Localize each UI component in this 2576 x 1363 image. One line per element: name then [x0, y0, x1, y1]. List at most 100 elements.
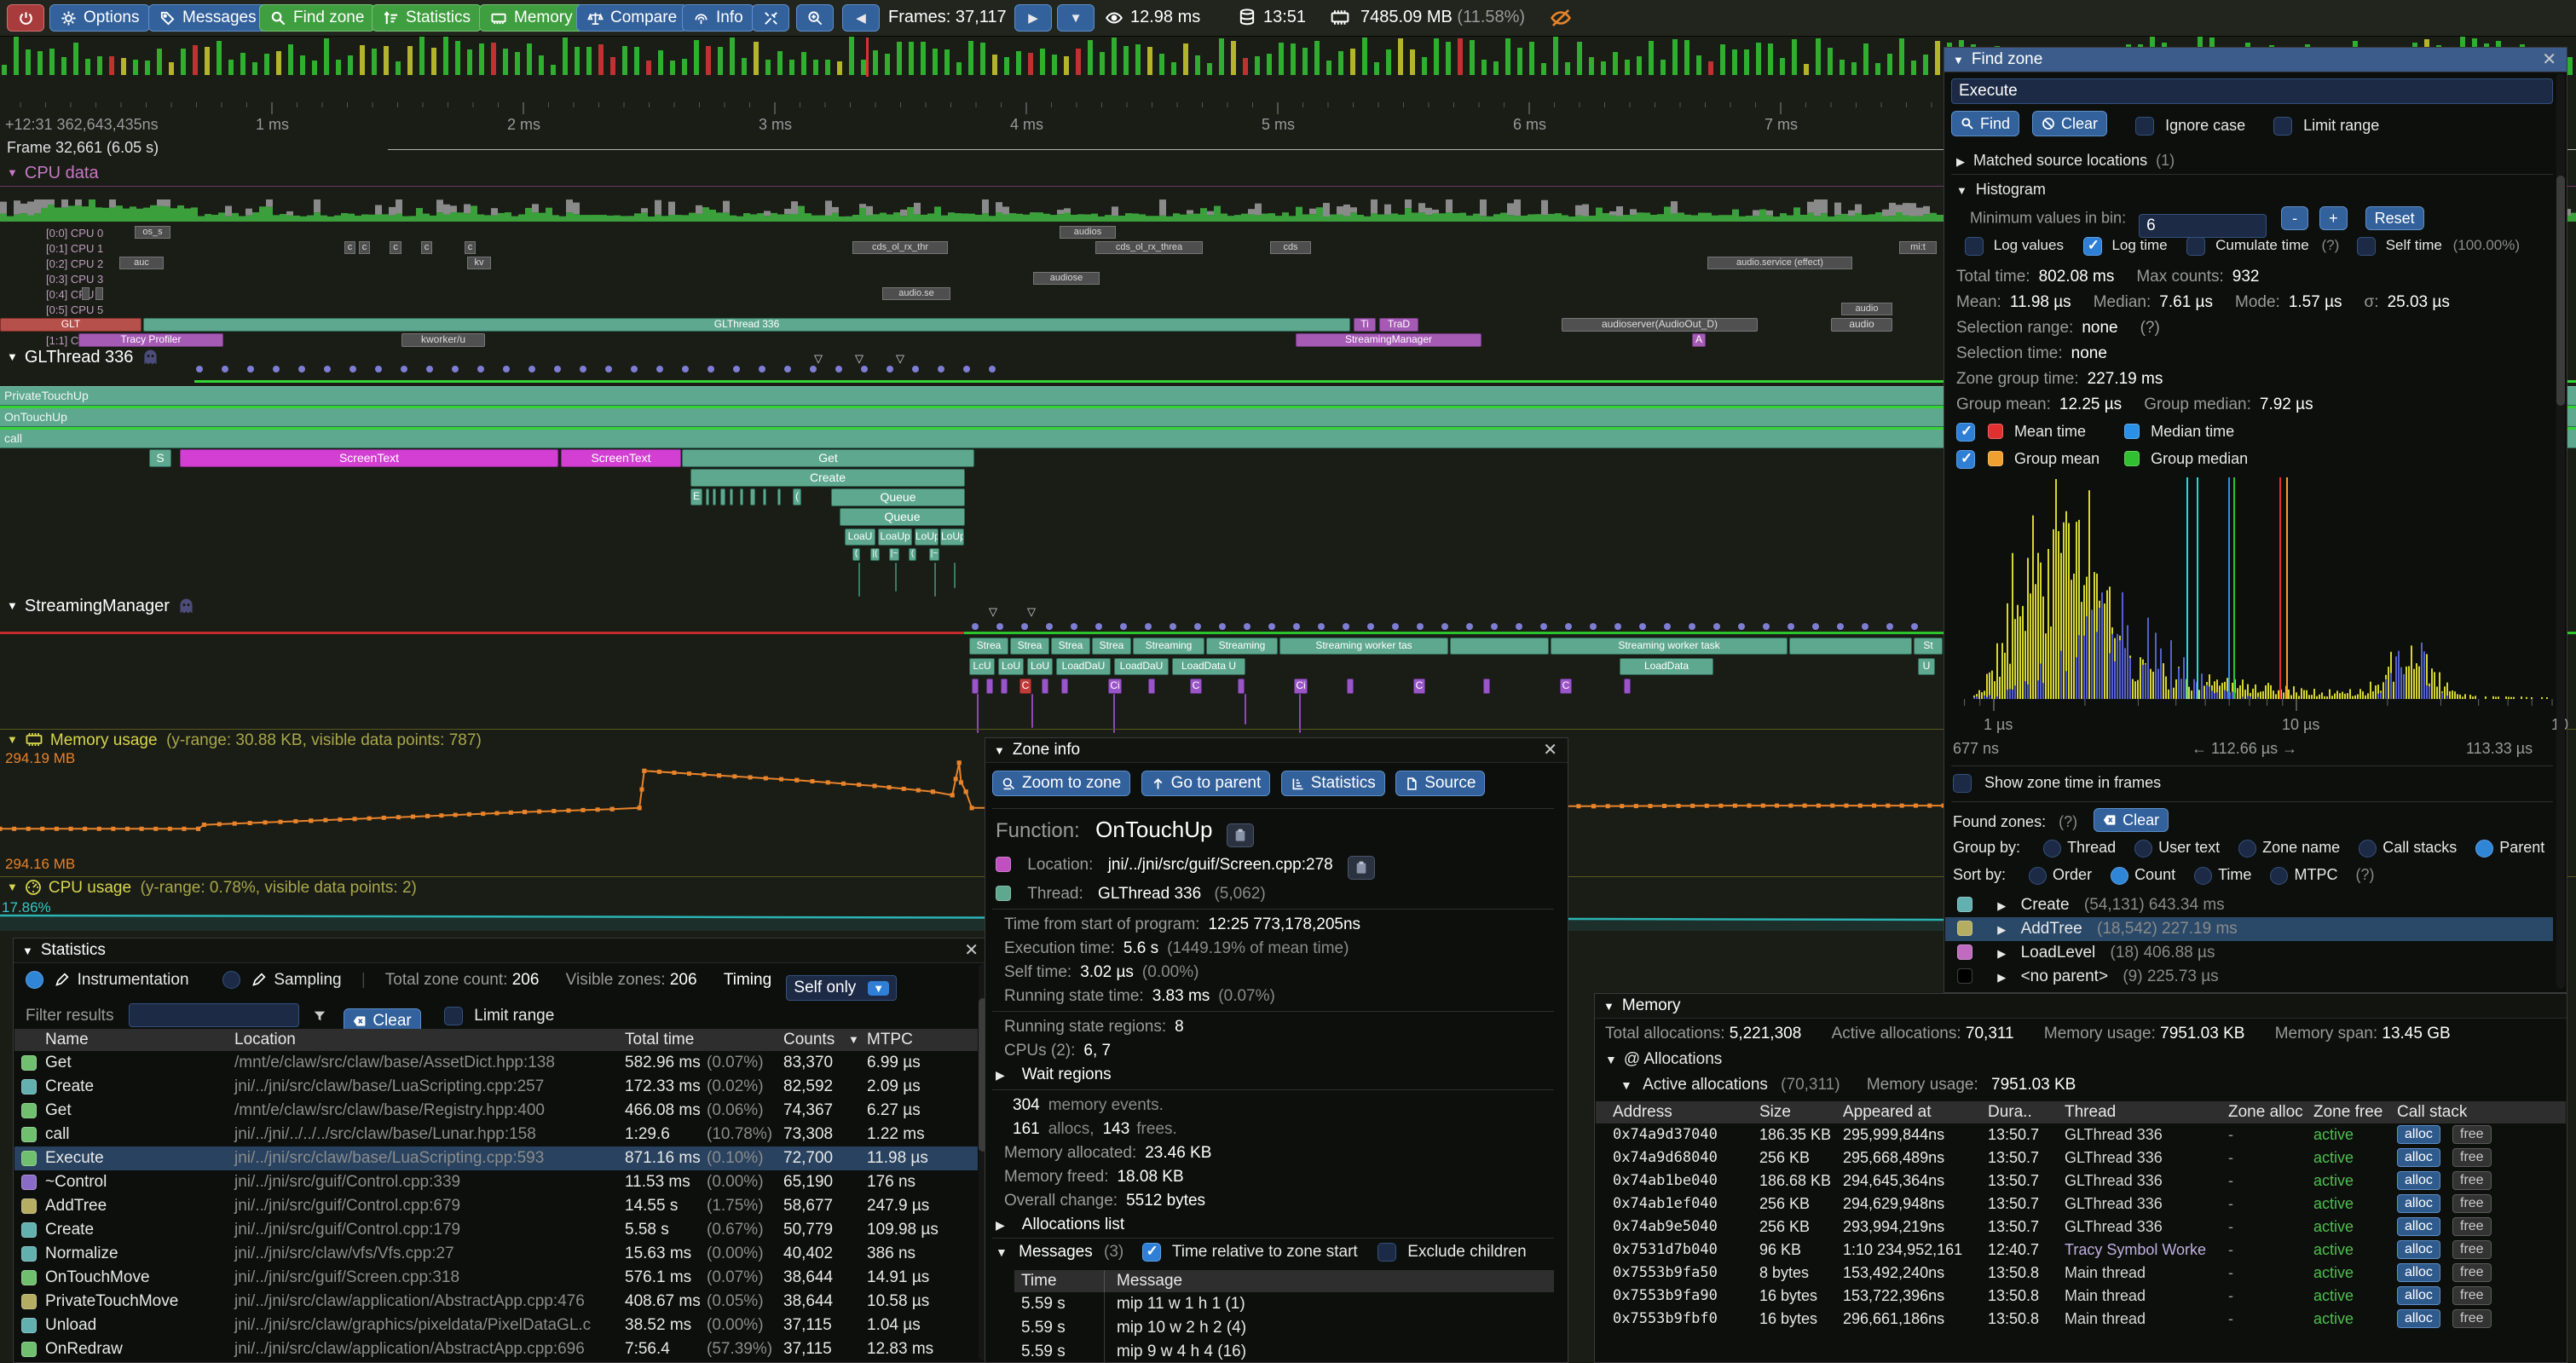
cpu-activity-box[interactable]: c — [390, 241, 401, 254]
clear-button[interactable]: Clear — [2032, 111, 2108, 136]
histogram-plot[interactable] — [1951, 477, 2553, 711]
zone-bar[interactable] — [1789, 638, 1912, 655]
zone-bar[interactable]: ScreenText — [561, 449, 681, 467]
allocation-row[interactable]: 0x74ab1be040 186.68 KB 294,645,364ns 13:… — [1596, 1170, 2566, 1193]
zone-bar[interactable]: ScreenText — [180, 449, 558, 467]
zone-bar[interactable]: LoU — [998, 658, 1024, 675]
statistics-button[interactable]: Statistics — [372, 4, 482, 32]
cpu-data-header[interactable]: ▼ CPU data — [7, 164, 99, 182]
memory-title-bar[interactable]: ▼ Memory — [1595, 994, 2567, 1019]
reset-button[interactable]: Reset — [2365, 206, 2424, 230]
statistics-title-bar[interactable]: ▼ Statistics ✕ — [14, 939, 989, 963]
zone-bar[interactable]: Strea — [1092, 638, 1131, 655]
cpu-thread-bar[interactable]: GLT — [0, 318, 142, 332]
memory-usage-header[interactable]: ▼ Memory usage (y-range: 30.88 KB, visibl… — [7, 731, 482, 749]
cpu-activity-box[interactable]: os_s — [135, 226, 170, 239]
zone-bar[interactable] — [977, 694, 979, 733]
found-zone-row[interactable]: ▶ LoadLevel (18) 406.88 µs — [1945, 941, 2553, 965]
zone-bar[interactable] — [1113, 694, 1115, 733]
free-callstack-badge[interactable]: free — [2452, 1309, 2492, 1328]
cpu-activity-box[interactable]: audios — [1060, 226, 1116, 239]
frame-dropdown-button[interactable]: ▼ — [1057, 4, 1095, 32]
funnel-icon[interactable] — [312, 1008, 327, 1024]
zone-bar[interactable]: C — [1190, 679, 1202, 694]
prev-frame-button[interactable]: ◀ — [842, 4, 880, 32]
free-callstack-badge[interactable]: free — [2452, 1263, 2492, 1282]
zone-bar[interactable]: Strea — [1010, 638, 1049, 655]
cpu-thread-bar[interactable]: Ti — [1354, 318, 1376, 332]
cpu-activity-box[interactable]: kv — [467, 257, 491, 269]
zone-bar[interactable] — [1238, 679, 1245, 694]
allocation-row[interactable]: 0x74ab1ef040 256 KB 294,629,948ns 13:50.… — [1596, 1193, 2566, 1216]
zone-bar[interactable] — [713, 488, 716, 505]
histogram-section[interactable]: ▼ Histogram — [1956, 181, 2046, 198]
zone-bar[interactable]: LoUp — [915, 528, 939, 546]
sampling-radio[interactable] — [222, 971, 240, 990]
copy-icon[interactable] — [1226, 823, 1254, 847]
cpu-activity-box[interactable]: c — [359, 241, 370, 254]
allocation-row[interactable]: 0x74a9d68040 256 KB 295,668,489ns 13:50.… — [1596, 1146, 2566, 1170]
group-mean-checkbox[interactable] — [1956, 450, 1975, 470]
statistics-table-row[interactable]: Unload jni/../jni/src/claw/graphics/pixe… — [14, 1314, 978, 1337]
cpu-thread-bar[interactable]: StreamingManager — [1296, 333, 1481, 347]
group-by-radio[interactable] — [2359, 839, 2377, 858]
zone-bar[interactable]: ( — [909, 548, 916, 561]
zone-bar[interactable]: LoU — [1027, 658, 1053, 675]
zone-bar[interactable]: Ci — [1294, 679, 1308, 694]
cpu-thread-bar[interactable]: kworker/u — [401, 333, 485, 347]
allocation-row[interactable]: 0x7531d7b040 96 KB 1:10 234,952,161 12:4… — [1596, 1239, 2566, 1262]
statistics-table-row[interactable]: Create jni/../jni/src/guif/Control.cpp:1… — [14, 1218, 978, 1242]
zone-marker-icon[interactable]: ▽ — [1027, 605, 1036, 618]
sort-by-radio[interactable] — [2111, 866, 2129, 885]
free-callstack-badge[interactable]: free — [2452, 1148, 2492, 1167]
zone-bar[interactable]: Streaming worker task — [1551, 638, 1788, 655]
zone-bar[interactable] — [954, 563, 956, 588]
log-values-checkbox[interactable] — [1965, 237, 1984, 256]
find-zone-button[interactable]: Find zone — [259, 4, 376, 32]
messages-button[interactable]: Messages — [148, 4, 268, 32]
cpu-activity-box[interactable]: c — [421, 241, 432, 254]
zone-bar[interactable]: Streaming worker tas — [1279, 638, 1448, 655]
message-row[interactable]: 5.59 s mip 11 w 1 h 1 (1) — [1014, 1292, 1554, 1316]
zone-bar[interactable]: E — [690, 488, 702, 505]
cpu-activity-box[interactable]: auc — [119, 257, 164, 269]
self-time-checkbox[interactable] — [2356, 237, 2376, 256]
zone-bar[interactable] — [777, 488, 781, 505]
statistics-table-row[interactable]: Get /mnt/e/claw/src/claw/base/AssetDict.… — [14, 1051, 978, 1075]
memory-table-header[interactable]: Address Size Appeared at Dura.. Thread Z… — [1596, 1101, 2566, 1123]
ignore-case-checkbox[interactable] — [2135, 117, 2155, 136]
group-by-radio[interactable] — [2134, 839, 2153, 858]
zone-bar[interactable]: U — [1918, 658, 1935, 675]
zone-bar[interactable] — [730, 488, 733, 505]
allocation-row[interactable]: 0x7553b9fa50 8 bytes 153,492,240ns 13:50… — [1596, 1262, 2566, 1285]
zone-bar[interactable] — [1042, 679, 1048, 694]
statistics-table-row[interactable]: AddTree jni/../jni/src/guif/Control.cpp:… — [14, 1194, 978, 1218]
cpu-activity-box[interactable]: mi:t — [1899, 241, 1937, 254]
cpu-activity-box[interactable] — [82, 287, 90, 300]
cpu-activity-box[interactable]: audio.service (effect) — [1707, 257, 1852, 269]
statistics-table-row[interactable]: PrivateTouchMove jni/../jni/src/claw/app… — [14, 1290, 978, 1314]
cumulate-time-checkbox[interactable] — [2186, 237, 2206, 256]
filter-input[interactable] — [128, 1003, 299, 1027]
zone-bar[interactable] — [1347, 679, 1354, 694]
alloc-callstack-badge[interactable]: alloc — [2397, 1309, 2440, 1328]
zone-marker-icon[interactable]: ▽ — [989, 605, 997, 618]
cpu-usage-chart[interactable] — [0, 909, 1944, 931]
zone-bar[interactable] — [972, 679, 979, 694]
zoom-to-zone-button[interactable]: Zoom to zone — [992, 771, 1131, 796]
zone-bar[interactable] — [1624, 679, 1631, 694]
zone-bar[interactable] — [1031, 694, 1033, 728]
copy-icon[interactable] — [1348, 856, 1375, 880]
memory-button[interactable]: Memory — [479, 4, 584, 32]
zone-bar[interactable]: |( — [870, 548, 880, 561]
found-zone-row[interactable]: ▶ <no parent> (9) 225.73 µs — [1945, 965, 2553, 989]
limit-range-checkbox[interactable] — [444, 1006, 463, 1025]
find-button[interactable]: Find — [1951, 111, 2020, 136]
cpu-thread-bar[interactable]: TraD — [1379, 318, 1418, 332]
zone-bar[interactable]: LoadDaU — [1056, 658, 1111, 675]
zone-bar[interactable]: LoadDaU — [1114, 658, 1169, 675]
zone-bar[interactable]: Streaming — [1133, 638, 1204, 655]
zone-bar[interactable]: LoaU — [845, 528, 875, 546]
zone-marker-icon[interactable]: ▽ — [855, 352, 863, 365]
active-allocations-section[interactable]: ▼ Active allocations (70,311) Memory usa… — [1620, 1076, 2076, 1094]
